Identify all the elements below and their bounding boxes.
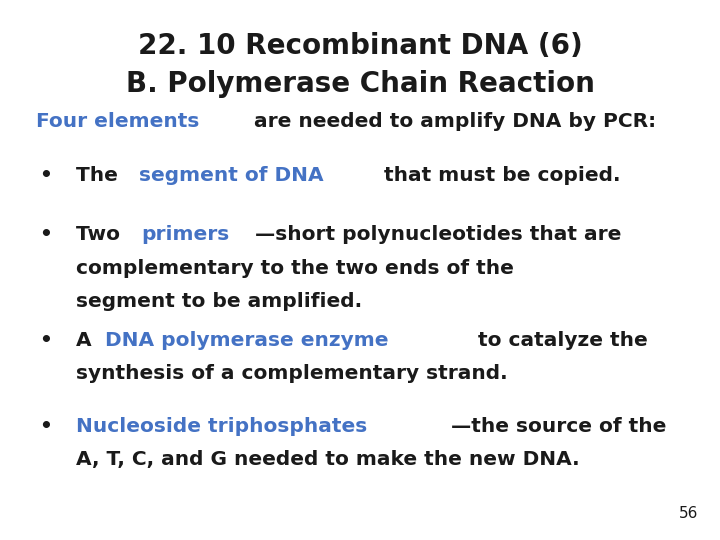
Text: —short polynucleotides that are: —short polynucleotides that are [256, 225, 621, 244]
Text: complementary to the two ends of the: complementary to the two ends of the [76, 259, 513, 278]
Text: •: • [40, 166, 53, 185]
Text: Two: Two [76, 225, 127, 244]
Text: 22. 10 Recombinant DNA (6): 22. 10 Recombinant DNA (6) [138, 32, 582, 60]
Text: •: • [40, 330, 53, 349]
Text: B. Polymerase Chain Reaction: B. Polymerase Chain Reaction [125, 70, 595, 98]
Text: Nucleoside triphosphates: Nucleoside triphosphates [76, 417, 367, 436]
Text: that must be copied.: that must be copied. [377, 166, 621, 185]
Text: to catalyze the: to catalyze the [471, 330, 647, 349]
Text: synthesis of a complementary strand.: synthesis of a complementary strand. [76, 364, 507, 383]
Text: are needed to amplify DNA by PCR:: are needed to amplify DNA by PCR: [247, 112, 656, 131]
Text: —the source of the: —the source of the [451, 417, 667, 436]
Text: A, T, C, and G needed to make the new DNA.: A, T, C, and G needed to make the new DN… [76, 450, 579, 469]
Text: A: A [76, 330, 98, 349]
Text: DNA polymerase enzyme: DNA polymerase enzyme [105, 330, 388, 349]
Text: primers: primers [141, 225, 230, 244]
Text: •: • [40, 417, 53, 436]
Text: Four elements: Four elements [36, 112, 199, 131]
Text: segment of DNA: segment of DNA [139, 166, 323, 185]
Text: segment to be amplified.: segment to be amplified. [76, 292, 361, 311]
Text: •: • [40, 225, 53, 244]
Text: The: The [76, 166, 125, 185]
Text: 56: 56 [679, 507, 698, 522]
